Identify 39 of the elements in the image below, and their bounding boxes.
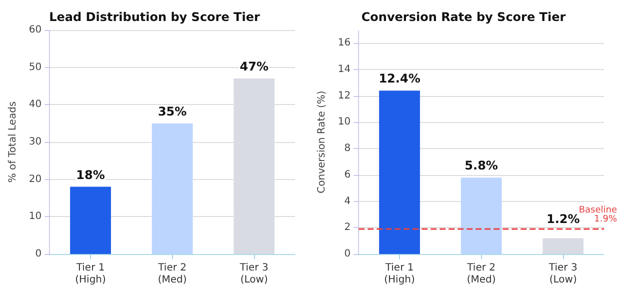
y-tick-label: 0	[35, 248, 42, 260]
y-tick-label: 8	[344, 143, 351, 154]
chart-title: Conversion Rate by Score Tier	[361, 10, 566, 24]
ref-line-label: Baseline 1.9%	[578, 205, 618, 224]
y-tick-label: 40	[28, 99, 42, 110]
y-tick-label: 0	[344, 248, 351, 260]
y-tick-label: 10	[28, 211, 42, 222]
data-label: 1.2%	[546, 212, 580, 226]
x-tick-label: Tier 2 (Med)	[157, 262, 187, 286]
y-tick-label: 4	[344, 196, 351, 207]
y-tick-label: 2	[344, 222, 351, 234]
x-tick-label: Tier 2 (Med)	[466, 262, 496, 286]
data-label: 12.4%	[378, 72, 420, 86]
y-tick-label: 12	[338, 90, 351, 102]
x-tick-label: Tier 1 (High)	[75, 262, 106, 286]
chart-title: Lead Distribution by Score Tier	[49, 10, 260, 24]
y-tick-label: 20	[28, 174, 42, 185]
data-label: 47%	[240, 60, 268, 74]
y-axis-title: % of Total Leads	[8, 101, 18, 183]
bar	[234, 78, 275, 254]
y-tick-label: 30	[28, 136, 42, 148]
bar	[379, 90, 420, 254]
y-tick-label: 6	[344, 169, 351, 180]
bar	[70, 186, 111, 254]
x-tick-label: Tier 1 (High)	[384, 262, 416, 286]
y-tick-label: 14	[338, 64, 351, 76]
data-label: 5.8%	[464, 158, 498, 173]
y-tick-label: 16	[338, 38, 351, 49]
x-tick-label: Tier 3 (Low)	[548, 262, 578, 286]
x-tick-label: Tier 3 (Low)	[238, 262, 268, 286]
bar	[542, 238, 584, 254]
bar	[460, 178, 502, 254]
y-tick-label: 50	[28, 62, 42, 73]
y-tick-label: 60	[28, 24, 42, 36]
bar	[152, 123, 193, 254]
data-label: 18%	[76, 168, 105, 182]
data-label: 35%	[158, 104, 187, 118]
y-axis-title: Conversion Rate (%)	[316, 90, 328, 194]
y-tick-label: 10	[338, 116, 351, 128]
